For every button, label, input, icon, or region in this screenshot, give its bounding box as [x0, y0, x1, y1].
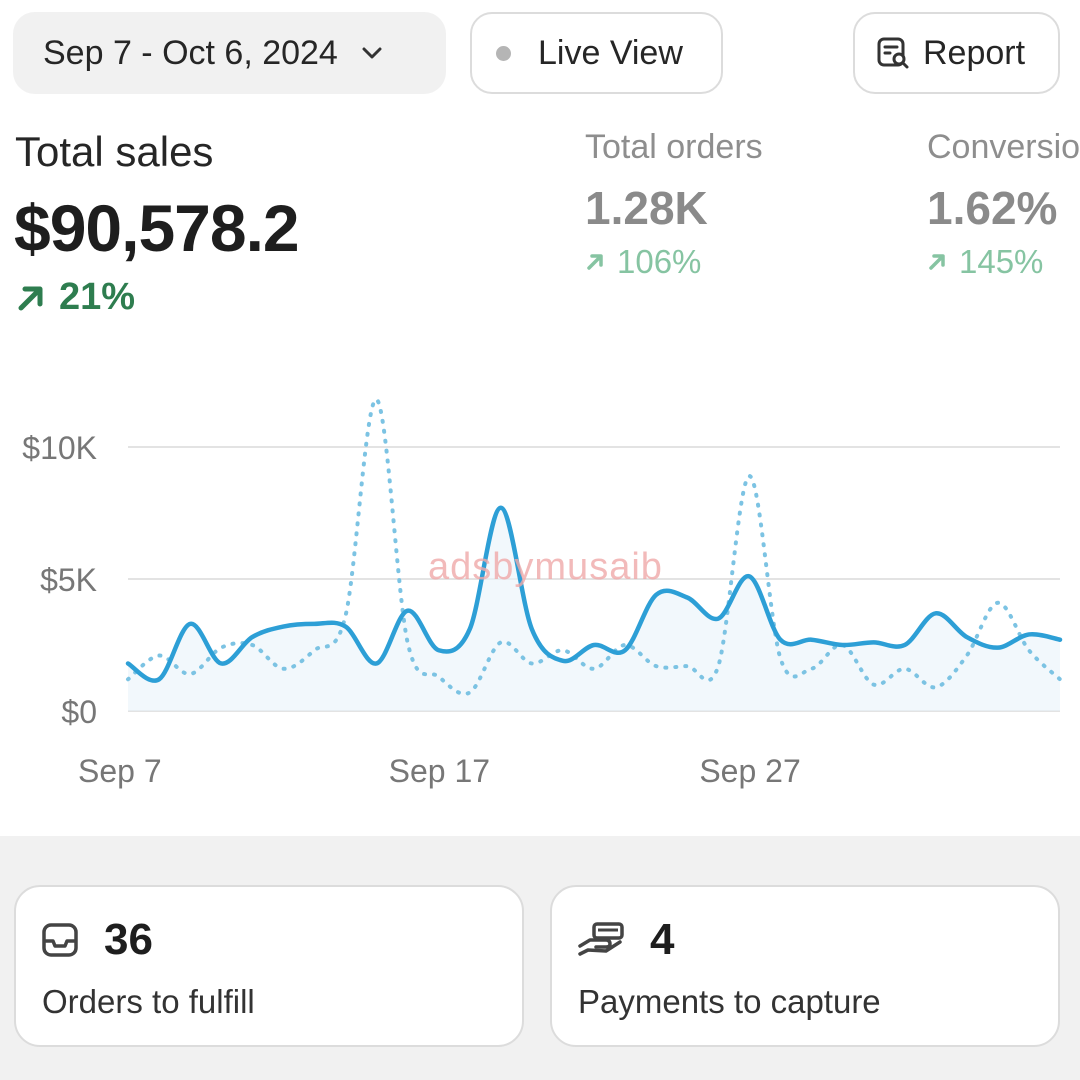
- x-axis-ticks: Sep 7 Sep 17 Sep 27: [78, 753, 801, 789]
- x-tick-label: Sep 17: [389, 753, 490, 789]
- chart-area: [128, 507, 1060, 711]
- orders-to-fulfill-count: 36: [104, 915, 153, 964]
- total-orders-change: 106%: [585, 243, 763, 281]
- series-line-comparison: [126, 397, 1062, 696]
- watermark-text: adsbymusaib: [428, 546, 663, 588]
- date-range-button[interactable]: Sep 7 - Oct 6, 2024: [13, 12, 446, 94]
- chevron-down-icon: [358, 39, 386, 67]
- arrow-up-right-icon: [929, 254, 945, 270]
- y-tick-label: $0: [61, 694, 97, 730]
- inbox-icon: [42, 923, 78, 957]
- total-orders-value: 1.28K: [585, 182, 708, 234]
- orders-to-fulfill-label: Orders to fulfill: [42, 983, 255, 1020]
- conversion-metric[interactable]: Conversion 1.62% 145%: [927, 128, 1080, 281]
- total-sales-change-value: 21%: [59, 276, 136, 318]
- x-tick-label: Sep 27: [699, 753, 800, 789]
- conversion-change: 145%: [927, 243, 1080, 281]
- series-area-fill: [128, 507, 1060, 711]
- total-orders-label: Total orders: [585, 128, 763, 166]
- chart-series: [125, 397, 1063, 696]
- conversion-label: Conversion: [927, 128, 1080, 166]
- date-range-label: Sep 7 - Oct 6, 2024: [43, 33, 338, 72]
- conversion-change-value: 145%: [959, 243, 1044, 280]
- y-axis-ticks: $0 $5K $10K: [22, 430, 97, 730]
- payments-to-capture-card[interactable]: 4 Payments to capture: [550, 885, 1060, 1047]
- payments-to-capture-label: Payments to capture: [578, 983, 881, 1020]
- arrow-up-right-icon: [587, 254, 603, 270]
- live-view-button[interactable]: Live View: [470, 12, 723, 94]
- report-search-icon: [875, 35, 911, 71]
- sales-chart[interactable]: $0 $5K $10K Sep 7 Sep 17 Sep 27: [0, 370, 1080, 810]
- live-view-label: Live View: [538, 33, 683, 72]
- y-tick-label: $10K: [22, 430, 97, 466]
- total-orders-change-value: 106%: [617, 243, 702, 280]
- live-status-dot-icon: [496, 45, 511, 61]
- total-sales-value: $90,578.2: [14, 191, 300, 265]
- report-button[interactable]: Report: [853, 12, 1060, 94]
- total-orders-metric[interactable]: Total orders 1.28K 106%: [585, 128, 763, 281]
- payment-hand-icon: [578, 922, 624, 956]
- total-sales-change: 21%: [15, 276, 135, 319]
- total-sales-label: Total sales: [15, 128, 214, 175]
- series-line-current: [125, 505, 1063, 683]
- arrow-up-right-icon: [18, 286, 43, 310]
- y-tick-label: $5K: [40, 562, 97, 598]
- payments-to-capture-count: 4: [650, 915, 675, 964]
- orders-to-fulfill-card[interactable]: 36 Orders to fulfill: [14, 885, 524, 1047]
- x-tick-label: Sep 7: [78, 753, 162, 789]
- conversion-value: 1.62%: [927, 182, 1058, 234]
- report-label: Report: [923, 33, 1026, 72]
